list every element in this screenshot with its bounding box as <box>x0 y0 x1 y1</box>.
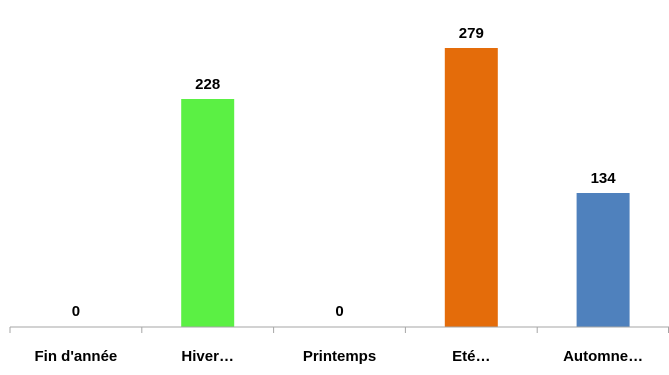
data-label-0: 0 <box>72 303 80 320</box>
x-tick-label-0: Fin d'année <box>35 348 118 365</box>
bar-1 <box>181 99 235 327</box>
bar-4 <box>576 193 630 327</box>
x-tick-label-3: Eté… <box>452 348 490 365</box>
x-tick-label-2: Printemps <box>303 348 376 365</box>
x-tick-labels: Fin d'année Hiver… Printemps Eté… Automne… <box>35 348 644 365</box>
data-label-4: 134 <box>591 170 617 187</box>
data-label-3: 279 <box>459 25 484 42</box>
x-axis <box>9 326 669 333</box>
bars-layer <box>181 48 630 327</box>
x-tick-label-4: Automne… <box>563 348 643 365</box>
data-label-1: 228 <box>195 76 220 93</box>
data-label-2: 0 <box>335 303 343 320</box>
data-labels: 0 228 0 279 134 <box>72 25 617 320</box>
x-tick-label-1: Hiver… <box>181 348 234 365</box>
bar-3 <box>444 48 498 327</box>
